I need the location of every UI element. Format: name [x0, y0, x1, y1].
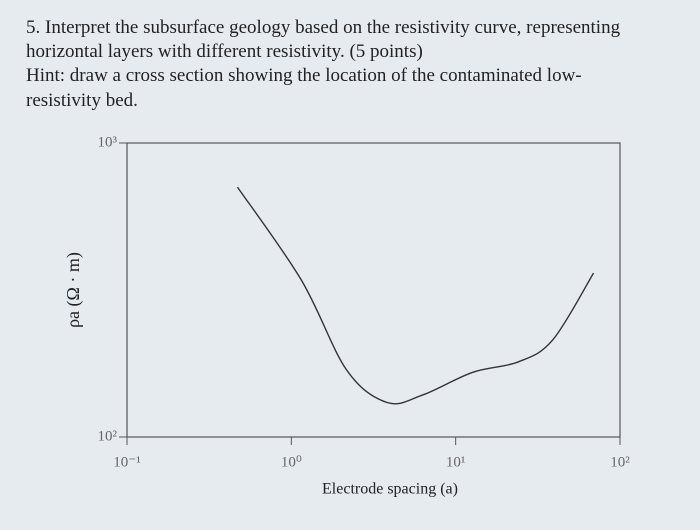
y-tick-label: 10²: [98, 428, 118, 444]
question-line: Hint: draw a cross section showing the l…: [26, 65, 582, 86]
plot-frame: [126, 142, 621, 438]
y-axis-label: ρa (Ω · m): [63, 252, 84, 328]
resistivity-curve: [236, 186, 595, 405]
question-line: 5. Interpret the subsurface geology base…: [26, 17, 621, 38]
x-axis-label: Electrode spacing (a): [322, 481, 458, 498]
question-line: resistivity bed.: [26, 90, 138, 111]
x-tick-label: 10²: [610, 454, 630, 470]
x-tick-label: 10⁰: [281, 454, 302, 470]
x-tick-label: 10¹: [446, 454, 466, 470]
question-line: horizontal layers with different resisti…: [26, 41, 423, 62]
y-tick-label: 10³: [98, 134, 118, 150]
x-tick-label: 10⁻¹: [113, 454, 140, 470]
